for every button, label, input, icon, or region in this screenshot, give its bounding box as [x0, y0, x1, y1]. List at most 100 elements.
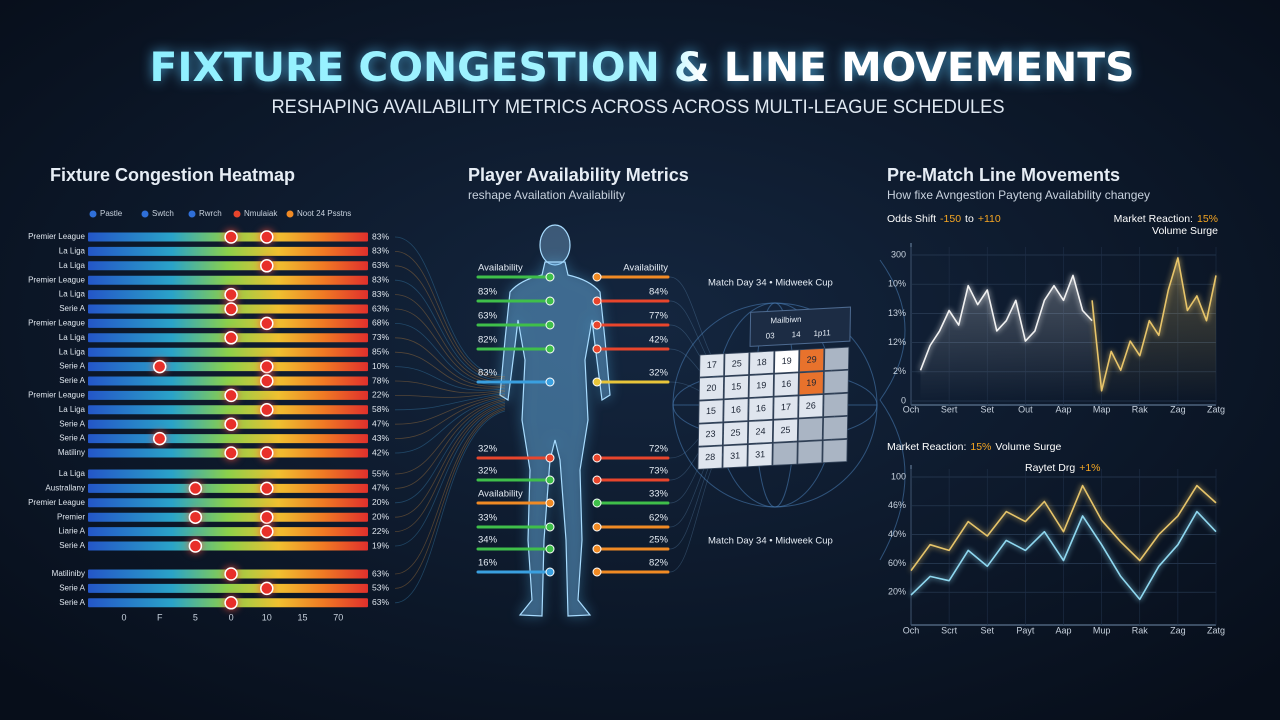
congestion-dot: [260, 259, 274, 273]
metric-node: [545, 377, 555, 387]
annotation: Raytet Drg +1%: [1025, 462, 1101, 474]
congestion-dot: [224, 331, 238, 345]
line-series: [910, 484, 1217, 572]
congestion-dot: [260, 524, 274, 539]
metric-label: 34%: [478, 535, 498, 546]
metric-label: 84%: [649, 287, 669, 298]
row-value: 20%: [372, 497, 389, 507]
heat-bar: [88, 405, 368, 415]
flow-line: [394, 265, 506, 379]
congestion-dot: [224, 287, 238, 302]
row-label: Serie A: [59, 598, 85, 607]
congestion-dot: [188, 510, 203, 524]
calendar-day: 19: [756, 380, 766, 391]
calendar-day: 16: [731, 404, 741, 415]
row-label: Serie A: [59, 541, 85, 550]
heat-bar: [88, 246, 368, 256]
calendar-day: 25: [730, 427, 740, 438]
legend-label: Swtch: [152, 209, 174, 218]
congestion-dot: [260, 359, 274, 374]
metric-node: [545, 475, 555, 485]
row-value: 63%: [372, 597, 389, 607]
congestion-dot: [224, 388, 238, 403]
flow-line: [394, 397, 506, 454]
flow-line: [394, 351, 506, 389]
metrics-title: Player Availability Metrics: [468, 165, 689, 185]
legend-label: Noot 24 Psstns: [297, 209, 351, 218]
metric-label: 32%: [478, 466, 498, 477]
annotation-part: 15%: [970, 441, 991, 453]
content-layer: Pastle Swtch Rwrch Nmulaiak Noot 24 Psstns Pr…: [28, 209, 1225, 635]
row-value: 83%: [372, 289, 389, 299]
metric-node: [545, 544, 555, 554]
flow-line: [394, 236, 506, 376]
congestion-dot: [152, 359, 167, 374]
x-tick-label: Set: [980, 625, 994, 635]
calendar-cell: [799, 348, 825, 373]
flow-line: [394, 409, 506, 589]
calendar-header-cell: 1p11: [813, 328, 831, 338]
flow-line: [394, 410, 506, 604]
metric-label: 83%: [478, 287, 498, 298]
annotation-part: -150: [940, 213, 961, 225]
row-label: Liarie A: [58, 527, 85, 536]
annotation: Odds Shift -150 to +110: [887, 213, 1001, 225]
row-value: 68%: [372, 318, 389, 328]
metric-label: 16%: [478, 558, 498, 569]
annotation-part: +110: [978, 213, 1001, 225]
legend-label: Pastle: [100, 209, 123, 218]
annotation-part: Market Reaction:: [887, 441, 966, 453]
calendar-cell: [724, 352, 750, 377]
metric-node: [592, 272, 602, 282]
calendar-header-cell: 14: [792, 330, 802, 340]
heat-bar: [88, 527, 368, 537]
flow-line: [394, 395, 506, 439]
annotation-part: Raytet Drg: [1025, 462, 1075, 474]
annotation-part: 15%: [1197, 213, 1218, 225]
lines-subtitle: How fixe Avngestion Payteng Availability…: [887, 188, 1150, 202]
row-label: La Liga: [59, 261, 86, 270]
heat-bar: [88, 376, 368, 386]
metrics-subtitle: reshape Availation Availability: [468, 188, 625, 202]
heat-bar: [88, 541, 368, 551]
calendar-cell: [774, 349, 800, 374]
row-value: 63%: [372, 568, 389, 578]
calendar-cell: [797, 417, 824, 442]
y-tick-label: 46%: [888, 500, 906, 510]
calendar-cell: [798, 371, 824, 396]
calendar-cell: [699, 353, 725, 378]
annotation: Market Reaction: 15% Volume Surge: [887, 441, 1062, 453]
heat-bar: [88, 362, 368, 372]
y-tick-label: 20%: [888, 587, 906, 597]
calendar-day: 20: [706, 383, 716, 394]
x-tick-label: 10: [262, 612, 272, 622]
x-tick-label: Zag: [1170, 404, 1186, 414]
heat-bar: [88, 261, 368, 271]
flow-line: [394, 294, 506, 382]
calendar-day: 24: [755, 426, 765, 437]
x-tick-label: Zatg: [1207, 404, 1225, 414]
calendar-cell: [773, 372, 799, 397]
calendar-cell: [798, 394, 824, 419]
congestion-dot: [260, 510, 274, 524]
metric-node: [592, 475, 602, 485]
calendar-cell: [722, 421, 749, 446]
metric-node: [592, 344, 602, 354]
x-tick-label: Rak: [1132, 625, 1149, 635]
calendar-cell: [747, 419, 774, 445]
metric-label: 82%: [478, 335, 498, 346]
x-tick-label: Sert: [941, 404, 958, 414]
row-value: 42%: [372, 447, 389, 457]
row-label: Premier League: [28, 391, 85, 400]
heat-bar: [88, 512, 368, 522]
congestion-dot: [260, 403, 274, 417]
calendar-cell: [824, 346, 850, 371]
metric-label: 72%: [649, 444, 669, 455]
legend-label: Rwrch: [199, 209, 222, 218]
flow-line: [394, 394, 506, 425]
congestion-dot: [260, 481, 274, 496]
heat-bar: [88, 483, 368, 493]
row-label: Serie A: [59, 419, 85, 428]
